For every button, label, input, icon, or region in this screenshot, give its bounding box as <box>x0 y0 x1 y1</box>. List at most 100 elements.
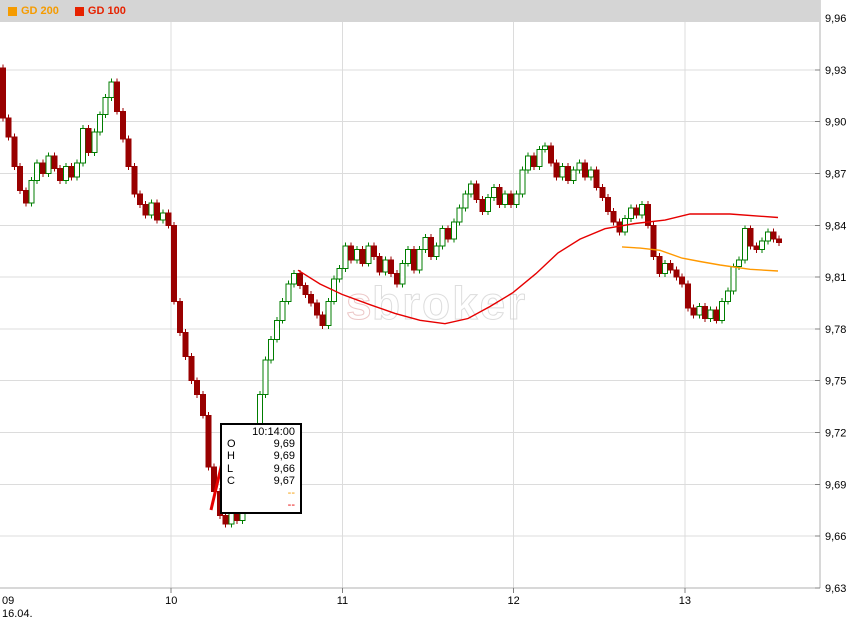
candle-down <box>410 248 417 271</box>
candle-up <box>148 202 155 216</box>
candle-up <box>279 300 286 321</box>
candle-down <box>11 136 18 168</box>
candle-up <box>34 162 41 181</box>
candle-up <box>490 186 497 199</box>
candle-up <box>268 338 275 361</box>
candle-up <box>291 273 298 285</box>
candle-up <box>467 183 474 195</box>
candle-up <box>724 290 731 302</box>
candle-down <box>633 207 640 216</box>
candle-up <box>730 266 737 292</box>
candle-down <box>507 193 514 206</box>
candle-down <box>319 314 326 326</box>
y-axis-label: 9,93 <box>825 65 846 77</box>
candle-up <box>559 166 566 178</box>
candle-down <box>599 186 606 199</box>
candle-down <box>348 245 355 261</box>
candle-up <box>159 212 166 221</box>
y-axis-label: 9,96 <box>825 13 846 25</box>
candle-up <box>62 166 69 181</box>
candle-up <box>525 155 532 171</box>
candle-up <box>399 262 406 285</box>
candle-up <box>433 245 440 257</box>
tooltip-time: 10:14:00 <box>252 426 295 438</box>
candle-down <box>57 167 64 181</box>
candle-down <box>0 67 6 119</box>
legend-item-gd200: GD 200 <box>8 5 59 17</box>
x-axis-label: 12 <box>508 595 520 607</box>
candle-down <box>188 356 195 382</box>
candle-up <box>741 228 748 261</box>
watermark-text: broker <box>372 277 527 329</box>
candle-down <box>308 293 315 304</box>
moving-average-lines <box>297 213 779 325</box>
candle-down <box>136 193 143 206</box>
candle-up <box>639 204 646 216</box>
candle-up <box>576 162 583 171</box>
candle-down <box>17 166 24 192</box>
candle-down <box>313 302 320 316</box>
candle-down <box>656 255 663 275</box>
candle-down <box>125 138 132 168</box>
low-value: 9,66 <box>273 462 295 475</box>
ohlc-tooltip: 10:14:00 O 9,69 H 9,69 L 9,66 C 9,67 -- … <box>220 423 302 514</box>
legend-item-gd100: GD 100 <box>74 5 126 17</box>
tooltip-close-row: C 9,67 <box>227 475 295 487</box>
candle-down <box>119 110 126 140</box>
y-axis-label: 9,87 <box>825 168 846 180</box>
open-value: 9,69 <box>273 438 295 451</box>
candle-down <box>222 514 229 525</box>
gd100-label: GD 100 <box>87 5 126 17</box>
candle-up <box>102 96 109 116</box>
candle-down <box>194 380 201 396</box>
candle-up <box>439 228 446 247</box>
candle-up <box>405 248 412 264</box>
y-axis-label: 9,90 <box>825 117 846 129</box>
tooltip-low-row: L 9,66 <box>227 463 295 475</box>
candle-up <box>45 155 52 174</box>
candle-down <box>701 305 708 320</box>
candle-up <box>662 262 669 275</box>
watermark-logo-s: s <box>346 277 372 329</box>
candle-up <box>450 221 457 240</box>
candle-down <box>644 204 651 226</box>
y-axis-label: 9,63 <box>825 583 846 595</box>
candle-up <box>462 193 469 209</box>
candle-down <box>388 259 395 275</box>
candle-down <box>753 245 760 250</box>
candle-down <box>496 186 503 206</box>
candle-down <box>199 394 206 416</box>
open-label: O <box>227 438 236 451</box>
close-value: 9,67 <box>273 474 295 487</box>
gd200-swatch-icon <box>8 6 17 16</box>
candle-up <box>519 169 526 195</box>
candle-down <box>85 128 92 154</box>
candle-down <box>770 231 777 240</box>
candle-down <box>776 238 783 244</box>
candle-down <box>679 276 686 285</box>
high-label: H <box>227 450 235 463</box>
y-axis-label: 9,81 <box>825 272 846 284</box>
candle-down <box>370 245 377 257</box>
candle-down <box>296 273 303 287</box>
candle-down <box>131 166 138 195</box>
candle-down <box>565 166 572 181</box>
candle-down <box>473 183 480 200</box>
close-label: C <box>227 474 235 487</box>
tooltip-gd100-dash: -- <box>287 499 295 512</box>
candle-up <box>262 359 269 396</box>
candle-up <box>91 131 98 154</box>
candle-down <box>582 162 589 178</box>
candle-down <box>547 145 554 164</box>
candle-up <box>28 179 35 204</box>
candle-down <box>205 414 212 468</box>
gd100-swatch-icon <box>74 6 84 16</box>
candle-down <box>445 228 452 240</box>
gd200-label: GD 200 <box>21 5 59 17</box>
candle-down <box>428 236 435 257</box>
watermark: s broker <box>346 277 527 330</box>
ma-line-gd-100 <box>297 213 779 325</box>
candle-down <box>176 300 183 333</box>
